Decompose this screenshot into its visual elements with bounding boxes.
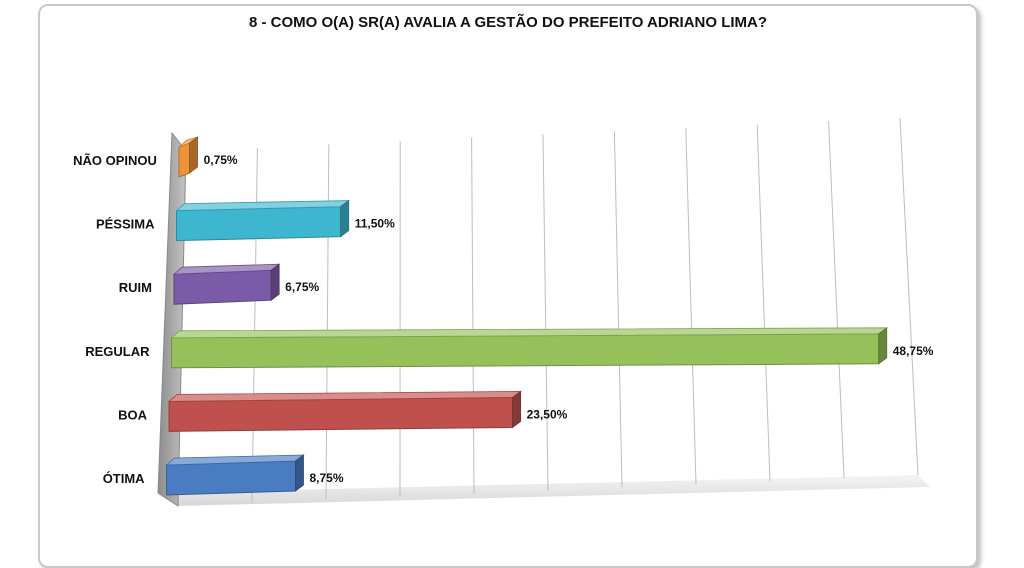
gridline bbox=[900, 118, 918, 475]
bar bbox=[172, 328, 887, 368]
category-label: REGULAR bbox=[85, 344, 150, 359]
data-label: 0,75% bbox=[204, 153, 238, 167]
gridline bbox=[614, 131, 622, 487]
bar bbox=[169, 391, 521, 431]
bars bbox=[167, 137, 887, 495]
gridline bbox=[326, 144, 329, 499]
data-label: 23,50% bbox=[527, 407, 568, 421]
gridline bbox=[472, 138, 474, 494]
gridline bbox=[686, 128, 696, 484]
gridline bbox=[252, 148, 257, 503]
data-label: 6,75% bbox=[285, 280, 319, 294]
gridline bbox=[829, 121, 844, 478]
left-wall bbox=[158, 133, 186, 506]
bar bbox=[176, 201, 348, 241]
gridline bbox=[757, 125, 770, 482]
category-label: NÃO OPINOU bbox=[73, 153, 157, 168]
gridline bbox=[543, 135, 548, 491]
gridlines bbox=[252, 118, 918, 503]
data-label: 11,50% bbox=[355, 217, 395, 231]
bar bbox=[167, 455, 304, 495]
data-label: 8,75% bbox=[310, 471, 344, 485]
bar-chart: NÃO OPINOU 0,75% PÉSSIMA 11,50% RUIM 6,75% REG… bbox=[0, 0, 1024, 550]
category-label: PÉSSIMA bbox=[96, 217, 155, 232]
bar bbox=[179, 137, 198, 177]
data-label: 48,75% bbox=[893, 344, 934, 358]
bar bbox=[174, 264, 279, 304]
category-label: RUIM bbox=[119, 280, 152, 295]
category-label: BOA bbox=[118, 407, 148, 422]
category-label: ÓTIMA bbox=[103, 471, 145, 486]
